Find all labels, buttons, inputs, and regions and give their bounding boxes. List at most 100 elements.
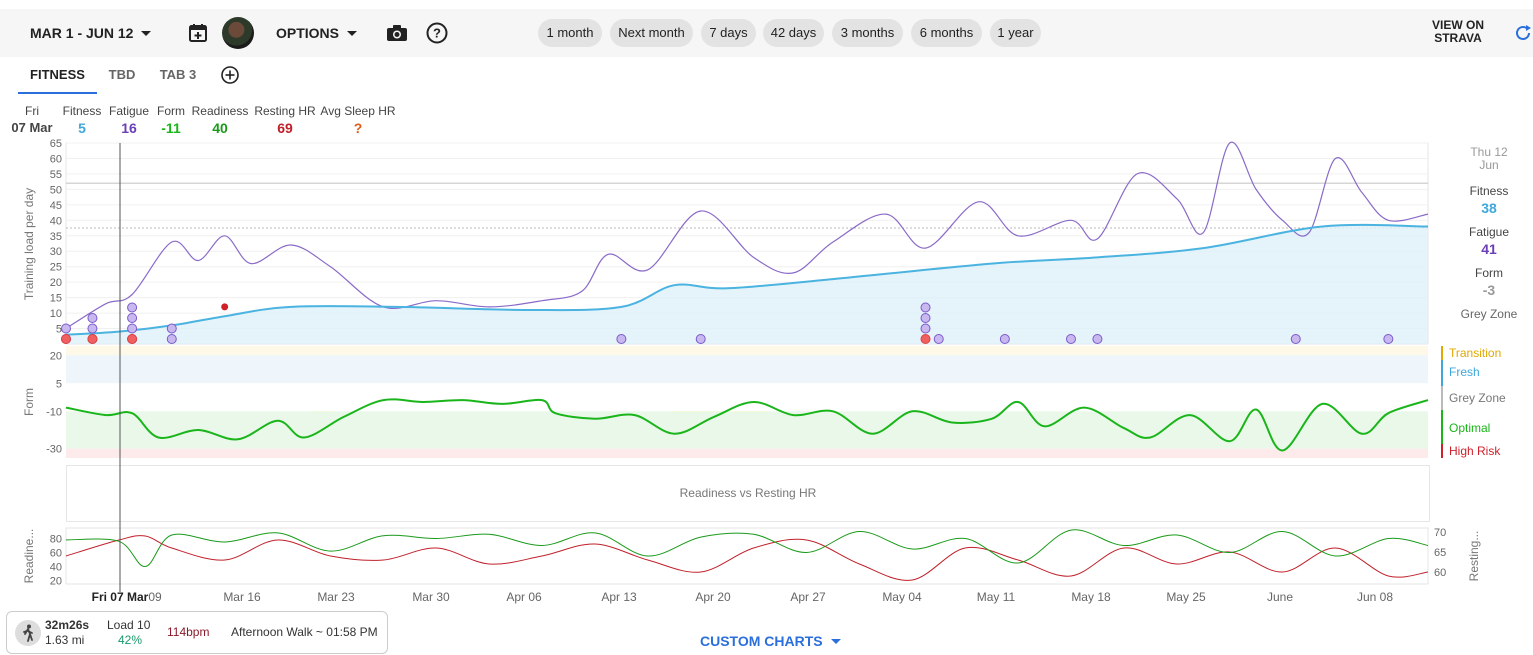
- training-load-tick-label: 15: [50, 293, 62, 305]
- chip-42-days[interactable]: 42 days: [763, 19, 824, 47]
- readiness-tick-label: 80: [50, 534, 62, 546]
- date-range-selector[interactable]: MAR 1 - JUN 12: [30, 9, 152, 57]
- right-form-label: Form: [1475, 266, 1503, 280]
- summary-form-value: -11: [161, 120, 181, 136]
- svg-text:?: ?: [433, 26, 441, 41]
- zone-bar-optimal: [1441, 410, 1443, 444]
- zone-bar-high-risk: [1441, 444, 1443, 458]
- x-axis-tick-label: Apr 20: [695, 590, 731, 604]
- activity-marker: [127, 313, 138, 323]
- high-risk-marker: [61, 334, 71, 344]
- readiness-frame: [65, 527, 1429, 585]
- training-load-tick-label: 55: [50, 169, 62, 181]
- resting-hr-axis-label: Resting...: [1467, 531, 1481, 582]
- zone-bar-transition: [1441, 346, 1443, 360]
- form-zone-band: [66, 411, 1428, 449]
- resting-hr-tick-label: 70: [1434, 527, 1446, 539]
- chevron-down-icon: [141, 30, 152, 36]
- view-on-label: VIEW ON: [1431, 18, 1484, 32]
- form-zone-band: [66, 355, 1428, 384]
- x-axis-tick-label: Fri 07 Mar: [92, 590, 149, 604]
- training-load-tick-label: 40: [50, 215, 62, 227]
- activity-marker: [999, 334, 1010, 344]
- training-load-tick-label: 20: [50, 277, 62, 289]
- right-panel-month: Jun: [1479, 158, 1499, 172]
- activity-hr: 114bpm: [167, 625, 210, 639]
- right-fatigue-value: 41: [1481, 241, 1497, 257]
- training-load-tick-label: 5: [56, 324, 62, 336]
- right-fitness-label: Fitness: [1469, 184, 1509, 198]
- activity-marker: [87, 313, 98, 323]
- help-icon[interactable]: ?: [425, 21, 449, 45]
- chip-next-month[interactable]: Next month: [610, 19, 693, 47]
- activity-card[interactable]: 32m26s 1.63 mi Load 10 42% 114bpm Aftern…: [6, 611, 388, 654]
- zone-transition-label: Transition: [1449, 346, 1502, 360]
- form-zone-band: [66, 346, 1428, 356]
- activity-marker: [920, 313, 931, 323]
- readiness-tick-label: 40: [50, 562, 62, 574]
- chip-3-months[interactable]: 3 months: [832, 19, 903, 47]
- form-tick-label: 20: [50, 350, 62, 362]
- training-load-tick-label: 35: [50, 231, 62, 243]
- high-risk-marker: [127, 334, 138, 344]
- readiness-tick-label: 20: [50, 576, 62, 588]
- form-tick-label: 5: [56, 378, 62, 390]
- training-load-tick-label: 10: [50, 308, 62, 320]
- activity-marker: [1290, 334, 1301, 344]
- date-range-label: MAR 1 - JUN 12: [30, 25, 134, 41]
- chevron-down-icon: [347, 30, 358, 36]
- activity-marker: [616, 334, 627, 344]
- form-tick-label: -30: [46, 444, 62, 456]
- activity-marker: [166, 323, 177, 334]
- refresh-icon[interactable]: [1514, 24, 1532, 47]
- activity-marker: [127, 302, 138, 313]
- right-zone-label: Grey Zone: [1460, 307, 1518, 321]
- avatar[interactable]: [222, 17, 254, 49]
- tab-tab-3[interactable]: TAB 3: [159, 67, 197, 82]
- x-axis-tick-label: May 18: [1071, 590, 1111, 604]
- custom-charts-label: CUSTOM CHARTS: [700, 633, 823, 649]
- activity-marker: [933, 334, 944, 344]
- activity-marker: [920, 302, 931, 313]
- readiness-vs-resting-hr-panel: Readiness vs Resting HR: [66, 465, 1430, 522]
- view-on-strava-button[interactable]: VIEW ON STRAVA: [1422, 19, 1494, 45]
- summary-resting-hr-label: Resting HR: [254, 104, 316, 118]
- form-zone-band: [66, 448, 1428, 458]
- readiness-axis-label: Readine...: [22, 529, 36, 584]
- high-risk-marker: [920, 334, 931, 344]
- resting-hr-tick-label: 65: [1434, 547, 1446, 559]
- zone-fresh-label: Fresh: [1449, 365, 1480, 379]
- activity-marker: [61, 323, 71, 334]
- chip-1-year[interactable]: 1 year: [990, 19, 1041, 47]
- options-label: OPTIONS: [276, 25, 340, 41]
- summary-resting-hr-value: 69: [277, 120, 293, 136]
- options-menu[interactable]: OPTIONS: [276, 9, 358, 57]
- fitness-area: [66, 224, 1428, 344]
- camera-icon[interactable]: [385, 21, 409, 45]
- summary-form-label: Form: [157, 104, 185, 118]
- add-tab-icon[interactable]: [221, 66, 239, 89]
- x-axis-tick-label: Apr 06: [506, 590, 542, 604]
- training-load-tick-label: 30: [50, 246, 62, 258]
- chip-7-days[interactable]: 7 days: [701, 19, 756, 47]
- x-axis-tick-label: Apr 27: [790, 590, 826, 604]
- x-axis-tick-label: Apr 13: [601, 590, 637, 604]
- tab-fitness[interactable]: FITNESS: [18, 62, 97, 94]
- custom-charts-button[interactable]: CUSTOM CHARTS: [700, 633, 841, 649]
- resting-hr-tick-label: 60: [1434, 567, 1446, 579]
- calendar-plus-icon[interactable]: [186, 21, 210, 45]
- chip-6-months[interactable]: 6 months: [911, 19, 982, 47]
- right-fitness-value: 38: [1481, 200, 1497, 216]
- tab-tbd[interactable]: TBD: [108, 67, 136, 82]
- zone-bar-fresh: [1441, 360, 1443, 386]
- fatigue-line: [65, 141, 1429, 330]
- activity-marker: [920, 323, 931, 334]
- activity-distance: 1.63 mi: [45, 633, 85, 647]
- activity-marker: [1092, 334, 1103, 344]
- zone-grey-label: Grey Zone: [1449, 391, 1506, 405]
- zone-high-risk-label: High Risk: [1449, 444, 1501, 458]
- chip-1-month[interactable]: 1 month: [538, 19, 602, 47]
- x-axis-tick-label: May 25: [1166, 590, 1206, 604]
- summary-fatigue-value: 16: [121, 120, 137, 136]
